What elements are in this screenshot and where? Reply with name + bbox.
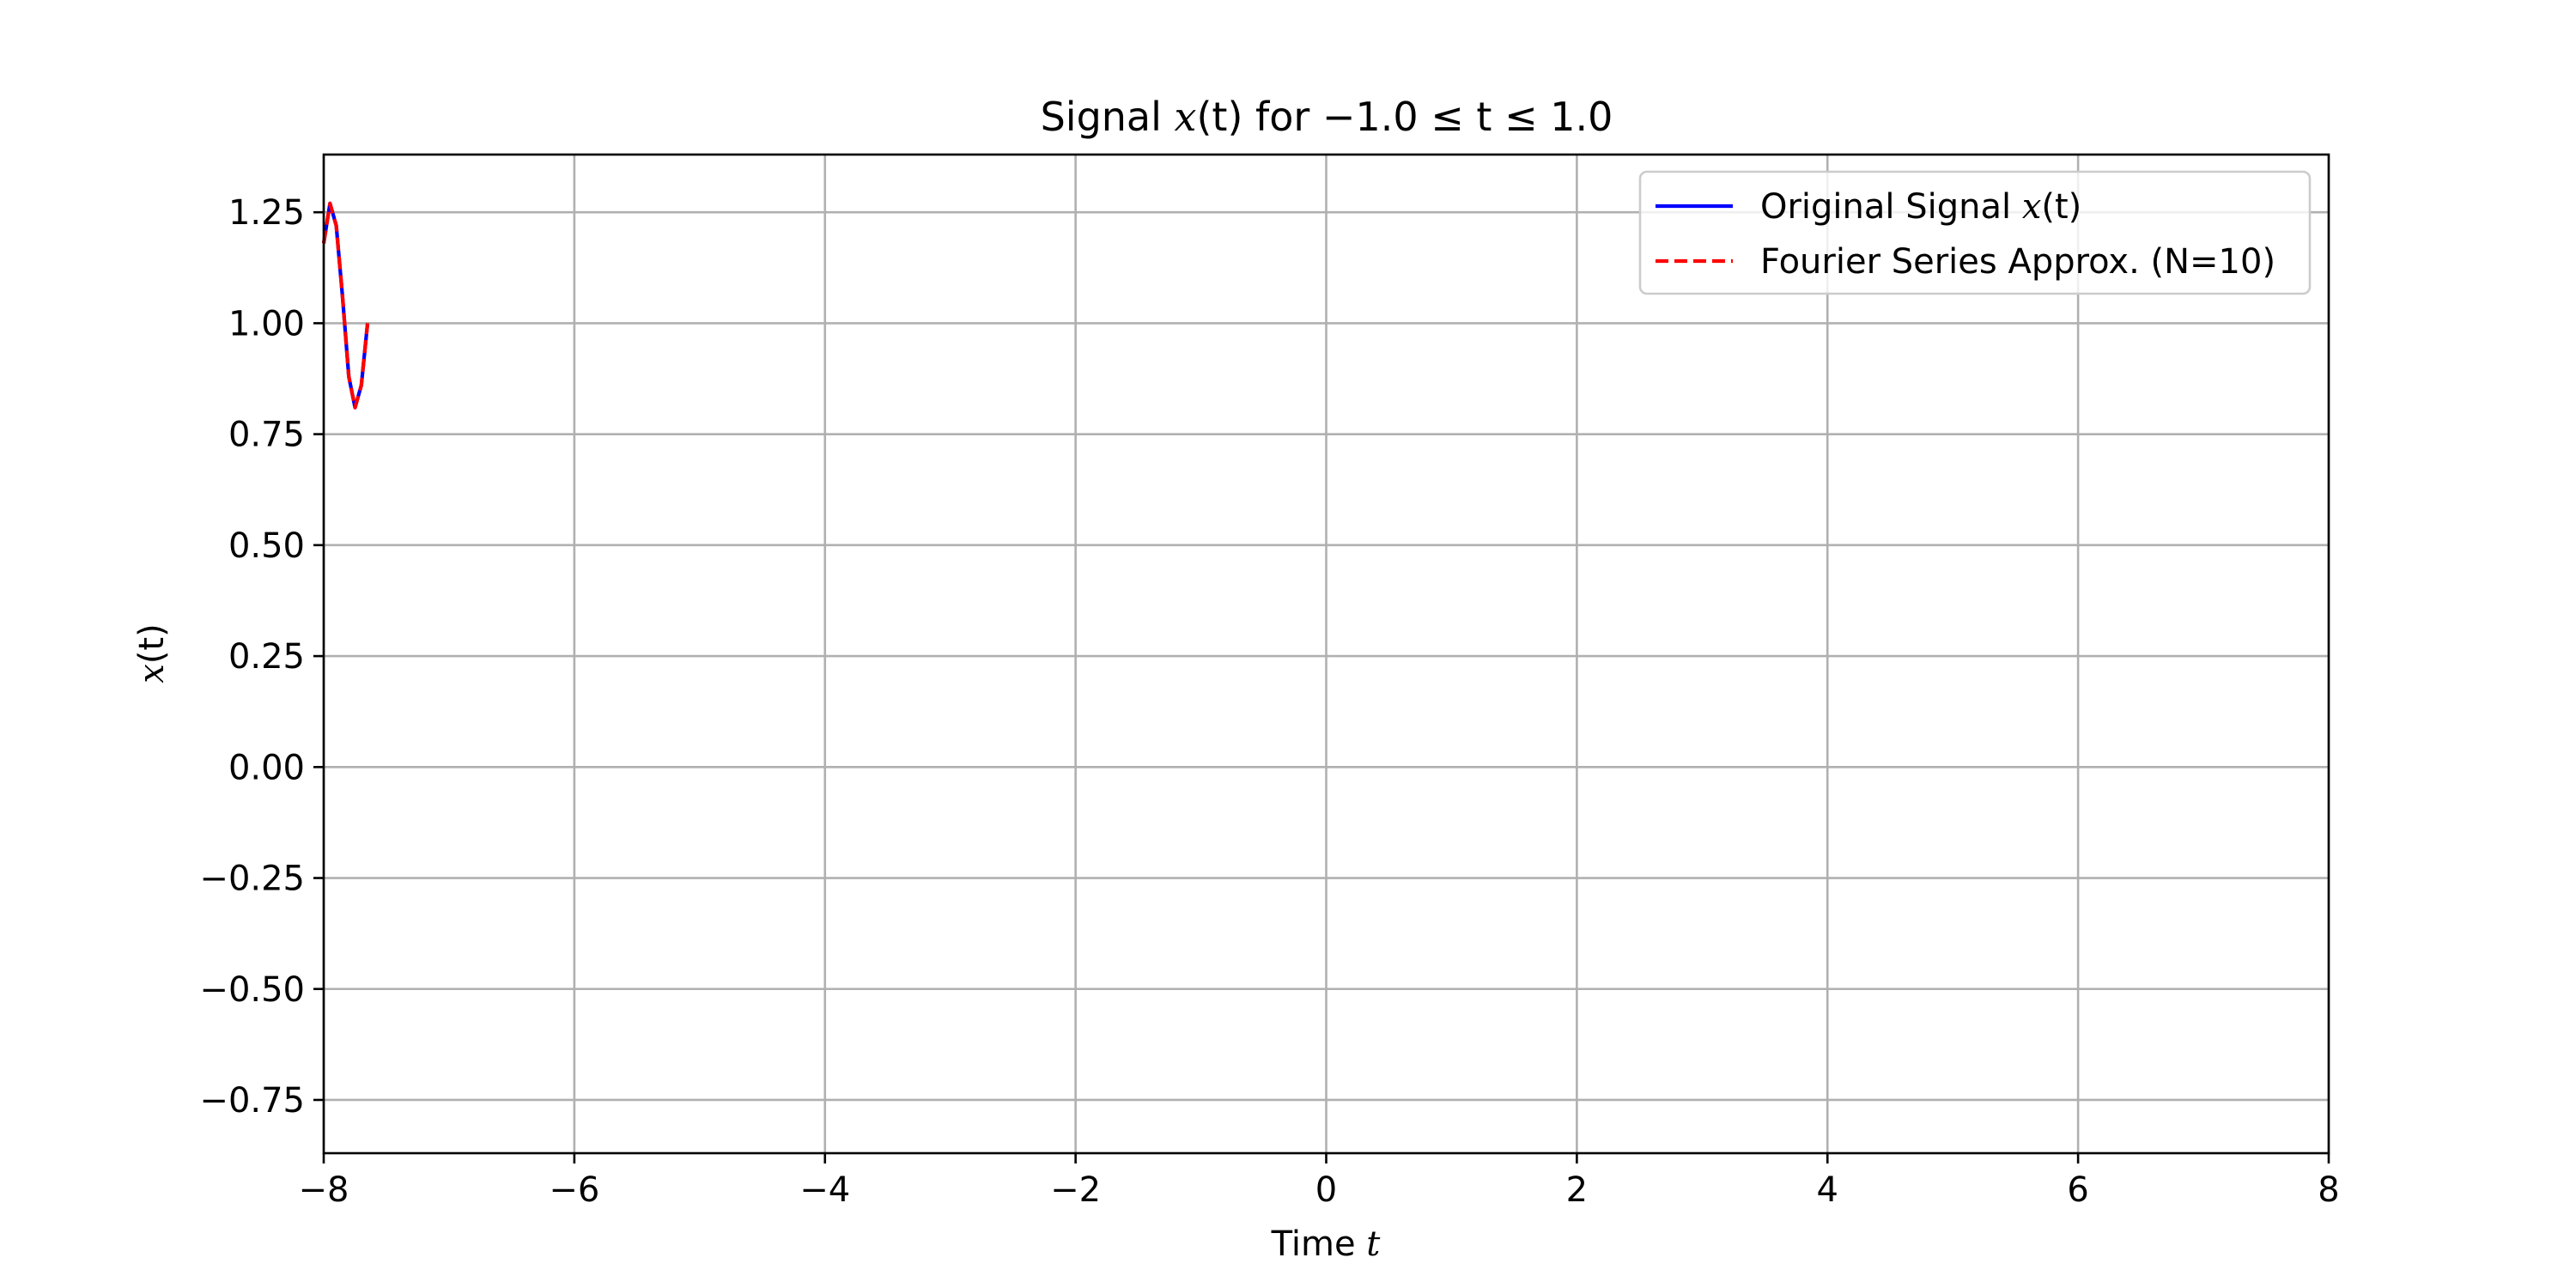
plot-area: −8 −6 −4 −2 0 2 4 6 8 −0.75 −0.50 −0.25 0.00 0.25 0.50… [199,153,2340,1210]
legend-label-fourier: Fourier Series Approx. (N=10) [1760,242,2275,282]
y-tick-label: 1.00 [228,304,305,343]
series-lines [321,201,370,410]
grid-lines [322,155,2330,1153]
y-tick-label: −0.25 [199,860,305,899]
legend: Original Signal x(t) Fourier Series Appr… [1638,170,2312,295]
x-axis-label: Time t [1271,1224,1382,1264]
y-tick-label: −0.75 [199,1081,305,1121]
y-tick-label: 0.25 [228,637,305,677]
x-tick-label: 2 [1566,1170,1588,1210]
x-tick-label: −4 [799,1170,850,1210]
legend-label-original: Original Signal x(t) [1760,187,2081,227]
x-tick-label: −2 [1050,1170,1101,1210]
y-tick-label: 1.25 [228,193,305,233]
x-tick-label: 4 [1817,1170,1838,1210]
x-tick-label: 8 [2318,1170,2339,1210]
chart-title: Signal x(t) for −1.0 ≤ t ≤ 1.0 [1041,94,1613,140]
y-tick-label: 0.50 [228,526,305,566]
axis-ticks: −8 −6 −4 −2 0 2 4 6 8 −0.75 −0.50 −0.25 0.00 0.25 0.50… [199,193,2339,1210]
x-tick-label: 6 [2067,1170,2088,1210]
y-tick-label: 0.00 [228,748,305,787]
x-tick-label: −8 [299,1170,349,1210]
y-axis-label: x(t) [132,623,172,683]
y-tick-label: 0.75 [228,416,305,455]
legend-box [1638,170,2312,295]
x-tick-label: 0 [1315,1170,1337,1210]
x-tick-label: −6 [549,1170,599,1210]
y-tick-label: −0.50 [199,970,305,1010]
series-line-fourier [321,201,370,410]
